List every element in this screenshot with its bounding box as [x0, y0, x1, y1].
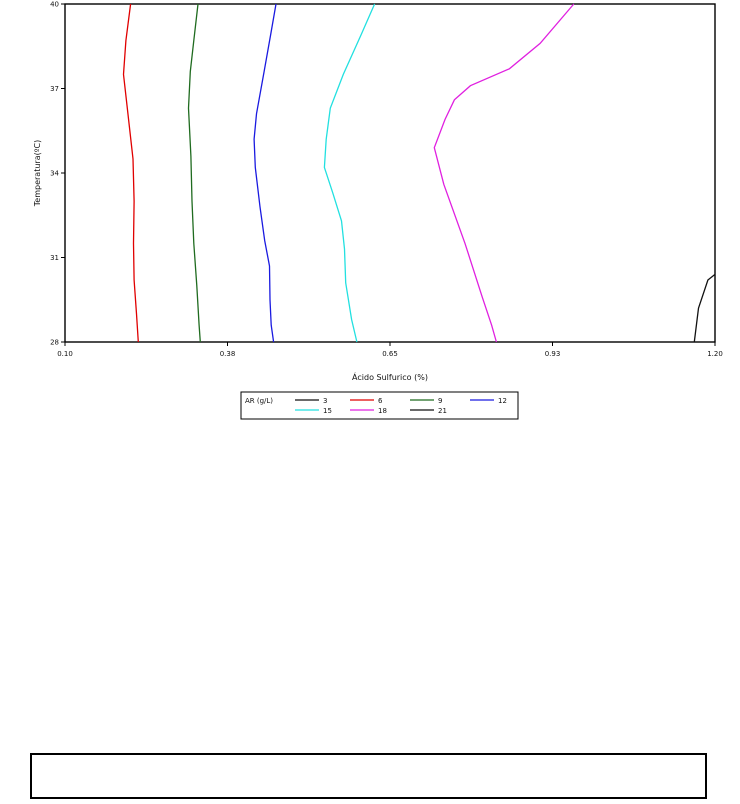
- contour-line-6: [122, 3, 139, 343]
- contour-line-21: [693, 273, 716, 343]
- y-tick-label: 34: [50, 170, 59, 178]
- x-tick-label: 0.65: [382, 350, 398, 358]
- y-tick-label: 31: [50, 254, 59, 262]
- x-axis-ticks: 0.10 0.38 0.65 0.93 1.20: [57, 342, 723, 358]
- plot-area: [64, 3, 716, 343]
- legend: AR (g/L) 3 6 9 12 15 18 21: [240, 391, 519, 420]
- x-tick-label: 0.38: [220, 350, 236, 358]
- legend-label-15: 15: [323, 407, 332, 415]
- y-tick-label: 40: [50, 1, 59, 9]
- legend-label-18: 18: [378, 407, 387, 415]
- x-axis-label: Ácido Sulfurico (%): [352, 371, 428, 382]
- contour-line-18: [433, 3, 575, 343]
- contour-lines: [122, 3, 716, 343]
- y-tick-label: 28: [50, 339, 59, 347]
- contour-line-12: [253, 3, 277, 343]
- legend-label-21: 21: [438, 407, 447, 415]
- legend-label-3: 3: [323, 397, 327, 405]
- legend-box: [240, 391, 519, 420]
- legend-title: AR (g/L): [245, 397, 273, 405]
- y-tick-label: 37: [50, 85, 59, 93]
- legend-label-12: 12: [498, 397, 507, 405]
- y-axis-ticks: 28 31 34 37 40: [50, 1, 65, 347]
- contour-line-15: [323, 3, 376, 343]
- contour-line-9: [187, 3, 201, 343]
- x-tick-label: 0.10: [57, 350, 73, 358]
- y-axis-label: Temperatura(ºC): [33, 140, 42, 207]
- x-tick-label: 1.20: [707, 350, 723, 358]
- legend-label-6: 6: [378, 397, 383, 405]
- x-tick-label: 0.93: [545, 350, 561, 358]
- legend-label-9: 9: [438, 397, 442, 405]
- contour-chart: 0.10 0.38 0.65 0.93 1.20 28 31 34 37 40 Ácido Su…: [33, 1, 723, 420]
- legend-entries: 3 6 9 12 15 18 21: [295, 397, 507, 415]
- footer-box: [30, 753, 707, 799]
